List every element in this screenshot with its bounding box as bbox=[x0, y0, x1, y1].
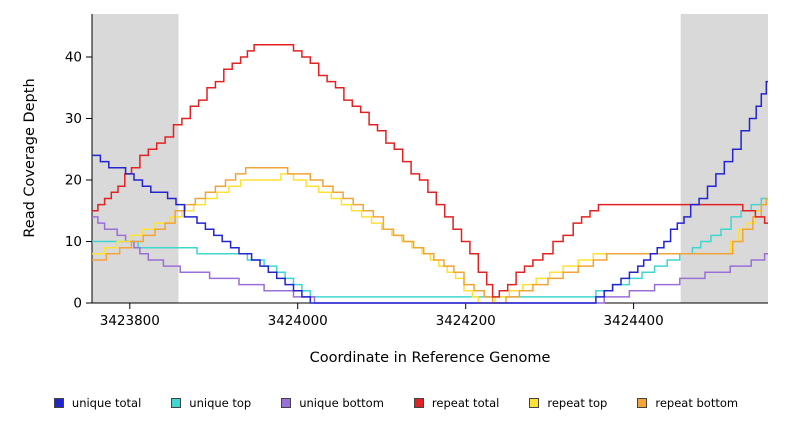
legend-item-unique-bottom: unique bottom bbox=[281, 396, 384, 410]
y-tick-label: 0 bbox=[73, 296, 82, 312]
legend-label-repeat-total: repeat total bbox=[431, 396, 500, 410]
series-line-repeat-bottom bbox=[92, 166, 768, 304]
legend-label-repeat-top: repeat top bbox=[547, 396, 608, 410]
legend-swatch-unique-top bbox=[171, 398, 182, 408]
series-line-unique-total bbox=[92, 80, 768, 304]
legend-item-repeat-total: repeat total bbox=[413, 396, 500, 410]
series-line-unique-top bbox=[92, 197, 768, 298]
x-tick-label: 3424400 bbox=[604, 313, 664, 329]
x-tick-label: 3423800 bbox=[100, 313, 160, 329]
legend-item-unique-total: unique total bbox=[53, 396, 142, 410]
legend-swatch-repeat-total bbox=[413, 398, 424, 408]
legend-label-unique-bottom: unique bottom bbox=[299, 396, 384, 410]
legend-swatch-unique-bottom bbox=[281, 398, 292, 408]
x-axis-title: Coordinate in Reference Genome bbox=[309, 350, 551, 366]
legend-item-repeat-bottom: repeat bottom bbox=[637, 396, 738, 410]
x-tick-label: 3424000 bbox=[268, 313, 328, 329]
series-line-repeat-top bbox=[92, 173, 768, 304]
legend-swatch-repeat-top bbox=[529, 398, 540, 408]
legend-swatch-unique-total bbox=[53, 398, 64, 408]
legend-label-repeat-bottom: repeat bottom bbox=[655, 396, 739, 410]
series-line-unique-bottom bbox=[92, 216, 768, 304]
y-tick-label: 20 bbox=[65, 173, 82, 189]
shaded-region bbox=[680, 14, 768, 303]
y-tick-label: 10 bbox=[65, 234, 82, 250]
legend-swatch-repeat-bottom bbox=[637, 398, 648, 408]
y-tick-label: 40 bbox=[65, 50, 82, 66]
legend: unique total unique top unique bottom repea… bbox=[0, 396, 792, 410]
legend-label-unique-top: unique top bbox=[189, 396, 252, 410]
x-tick-label: 3424200 bbox=[436, 313, 496, 329]
series-line-repeat-total bbox=[92, 43, 768, 298]
legend-label-unique-total: unique total bbox=[71, 396, 142, 410]
legend-item-repeat-top: repeat top bbox=[529, 396, 607, 410]
y-tick-label: 30 bbox=[65, 111, 82, 127]
y-axis-title: Read Coverage Depth bbox=[22, 78, 38, 238]
legend-item-unique-top: unique top bbox=[171, 396, 251, 410]
